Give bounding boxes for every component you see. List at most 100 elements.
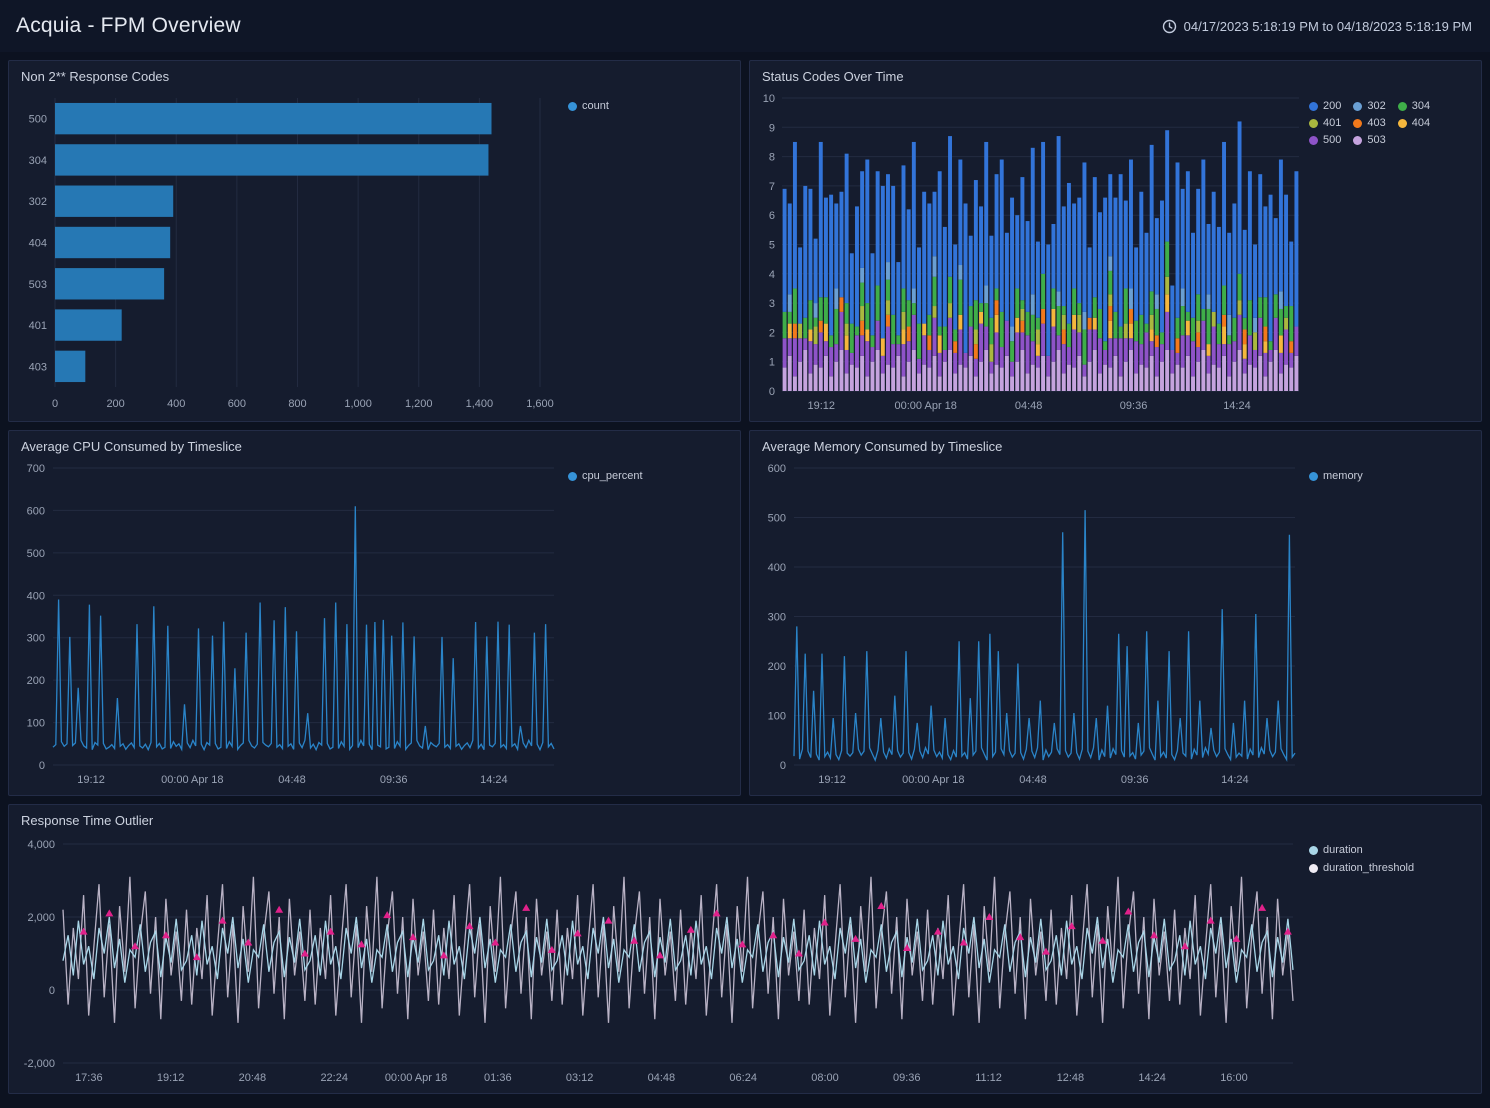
status-codes-chart[interactable]: 0 1 2 3 4 5 6 7 8 9 10 19:12 00:00 Apr 18 04:48 09:36 1…: [750, 86, 1309, 421]
svg-text:0: 0: [52, 398, 58, 410]
outlier-legend: duration duration_threshold: [1309, 830, 1481, 1093]
legend-label: 200: [1323, 100, 1342, 112]
legend-item-duration_threshold[interactable]: duration_threshold: [1309, 862, 1473, 874]
svg-text:302: 302: [29, 196, 47, 208]
panel-grid: Non 2** Response Codes 0 200 400 600 800 1,00…: [0, 52, 1490, 1102]
non2xx-bar-chart[interactable]: 0 200 400 600 800 1,000 1,200 1,400 1,600 500 304 3…: [9, 86, 568, 421]
svg-text:19:12: 19:12: [808, 400, 836, 412]
legend-dot: [1309, 845, 1318, 855]
svg-text:8: 8: [769, 152, 775, 164]
panel-title-outlier[interactable]: Response Time Outlier: [21, 813, 154, 828]
legend-item-count[interactable]: count: [568, 100, 732, 112]
legend-item-memory[interactable]: memory: [1309, 470, 1473, 482]
svg-text:0: 0: [49, 985, 55, 997]
svg-text:9: 9: [769, 122, 775, 134]
svg-text:01:36: 01:36: [484, 1072, 512, 1084]
legend-label: 304: [1411, 100, 1431, 112]
legend-dot: [1353, 135, 1363, 145]
dashboard-header: Acquia - FPM Overview 04/17/2023 5:18:19…: [0, 0, 1490, 52]
svg-text:2: 2: [769, 327, 775, 339]
legend-dot: [1309, 471, 1318, 481]
panel-title-memory[interactable]: Average Memory Consumed by Timeslice: [762, 439, 1003, 454]
svg-text:600: 600: [27, 505, 45, 517]
svg-text:-2,000: -2,000: [24, 1058, 55, 1070]
legend-item-404[interactable]: 404: [1397, 117, 1431, 129]
legend-item-304[interactable]: 304: [1397, 100, 1431, 112]
dashboard-title: Acquia - FPM Overview: [16, 14, 241, 37]
legend-item-duration[interactable]: duration: [1309, 844, 1473, 856]
svg-text:14:24: 14:24: [480, 774, 508, 786]
svg-text:800: 800: [288, 398, 306, 410]
svg-text:10: 10: [763, 93, 775, 105]
legend-dot: [1309, 135, 1318, 145]
legend-dot: [568, 101, 577, 111]
legend-item-403[interactable]: 403: [1353, 117, 1386, 129]
svg-text:1,200: 1,200: [405, 398, 433, 410]
svg-text:5: 5: [769, 240, 775, 252]
legend-item-401[interactable]: 401: [1309, 117, 1341, 129]
panel-title-status-codes[interactable]: Status Codes Over Time: [762, 69, 904, 84]
svg-text:1,000: 1,000: [344, 398, 372, 410]
legend-label: duration_threshold: [1323, 862, 1415, 874]
memory-legend: memory: [1309, 456, 1481, 795]
svg-text:08:00: 08:00: [811, 1072, 839, 1084]
svg-text:14:24: 14:24: [1223, 400, 1251, 412]
svg-text:100: 100: [27, 718, 45, 730]
svg-text:17:36: 17:36: [75, 1072, 103, 1084]
svg-text:1: 1: [769, 357, 775, 369]
svg-text:22:24: 22:24: [320, 1072, 348, 1084]
legend-item-200[interactable]: 200: [1309, 100, 1341, 112]
svg-text:500: 500: [768, 513, 786, 525]
svg-text:19:12: 19:12: [77, 774, 105, 786]
svg-text:09:36: 09:36: [380, 774, 408, 786]
legend-item-503[interactable]: 503: [1353, 134, 1386, 146]
legend-label: memory: [1323, 470, 1363, 482]
legend-item-cpu_percent[interactable]: cpu_percent: [568, 470, 732, 482]
legend-item-302[interactable]: 302: [1353, 100, 1386, 112]
time-range-picker[interactable]: 04/17/2023 5:18:19 PM to 04/18/2023 5:18…: [1162, 19, 1472, 34]
svg-text:04:48: 04:48: [1015, 400, 1043, 412]
svg-text:14:24: 14:24: [1221, 774, 1249, 786]
legend-dot: [1309, 863, 1318, 873]
svg-text:00:00 Apr 18: 00:00 Apr 18: [902, 774, 964, 786]
panel-title-cpu[interactable]: Average CPU Consumed by Timeslice: [21, 439, 242, 454]
svg-text:0: 0: [39, 760, 45, 772]
legend-dot: [1353, 118, 1363, 128]
svg-text:20:48: 20:48: [239, 1072, 267, 1084]
legend-item-500[interactable]: 500: [1309, 134, 1341, 146]
cpu-legend: cpu_percent: [568, 456, 740, 795]
status-codes-legend: 200 302 304 401 403 404 500 503: [1309, 86, 1481, 421]
svg-text:00:00 Apr 18: 00:00 Apr 18: [161, 774, 223, 786]
legend-label: duration: [1323, 844, 1363, 856]
non2xx-legend: count: [568, 86, 740, 421]
svg-text:04:48: 04:48: [1019, 774, 1047, 786]
svg-text:404: 404: [29, 238, 47, 250]
legend-label: count: [582, 100, 609, 112]
svg-text:700: 700: [27, 463, 45, 475]
svg-text:3: 3: [769, 298, 775, 310]
svg-text:12:48: 12:48: [1057, 1072, 1085, 1084]
outlier-line-chart[interactable]: -2,000 0 2,000 4,000 17:36 19:12 20:48 22:24 00:…: [9, 830, 1309, 1093]
svg-text:4,000: 4,000: [27, 839, 55, 851]
memory-line-chart[interactable]: 0 100 200 300 400 500 600 19:12 00:00 Apr 18 04:4…: [750, 456, 1309, 795]
svg-text:19:12: 19:12: [818, 774, 846, 786]
legend-dot: [1397, 101, 1407, 111]
time-range-label: 04/17/2023 5:18:19 PM to 04/18/2023 5:18…: [1183, 18, 1472, 34]
legend-dot: [1397, 118, 1407, 128]
legend-label: 500: [1323, 134, 1342, 146]
clock-icon: [1162, 19, 1176, 33]
cpu-line-chart[interactable]: 0 100 200 300 400 500 600 700 19:12 00:00 Apr 18 0…: [9, 456, 568, 795]
svg-text:401: 401: [29, 320, 47, 332]
svg-text:7: 7: [769, 181, 775, 193]
svg-text:300: 300: [768, 612, 786, 624]
svg-text:09:36: 09:36: [1120, 400, 1148, 412]
legend-dot: [1353, 101, 1363, 111]
svg-text:300: 300: [27, 633, 45, 645]
svg-text:00:00 Apr 18: 00:00 Apr 18: [385, 1072, 447, 1084]
panel-title-non2xx[interactable]: Non 2** Response Codes: [21, 69, 170, 84]
legend-label: 404: [1411, 117, 1431, 129]
svg-text:200: 200: [768, 661, 786, 673]
svg-text:00:00 Apr 18: 00:00 Apr 18: [895, 400, 957, 412]
svg-text:600: 600: [228, 398, 246, 410]
svg-text:09:36: 09:36: [1121, 774, 1149, 786]
